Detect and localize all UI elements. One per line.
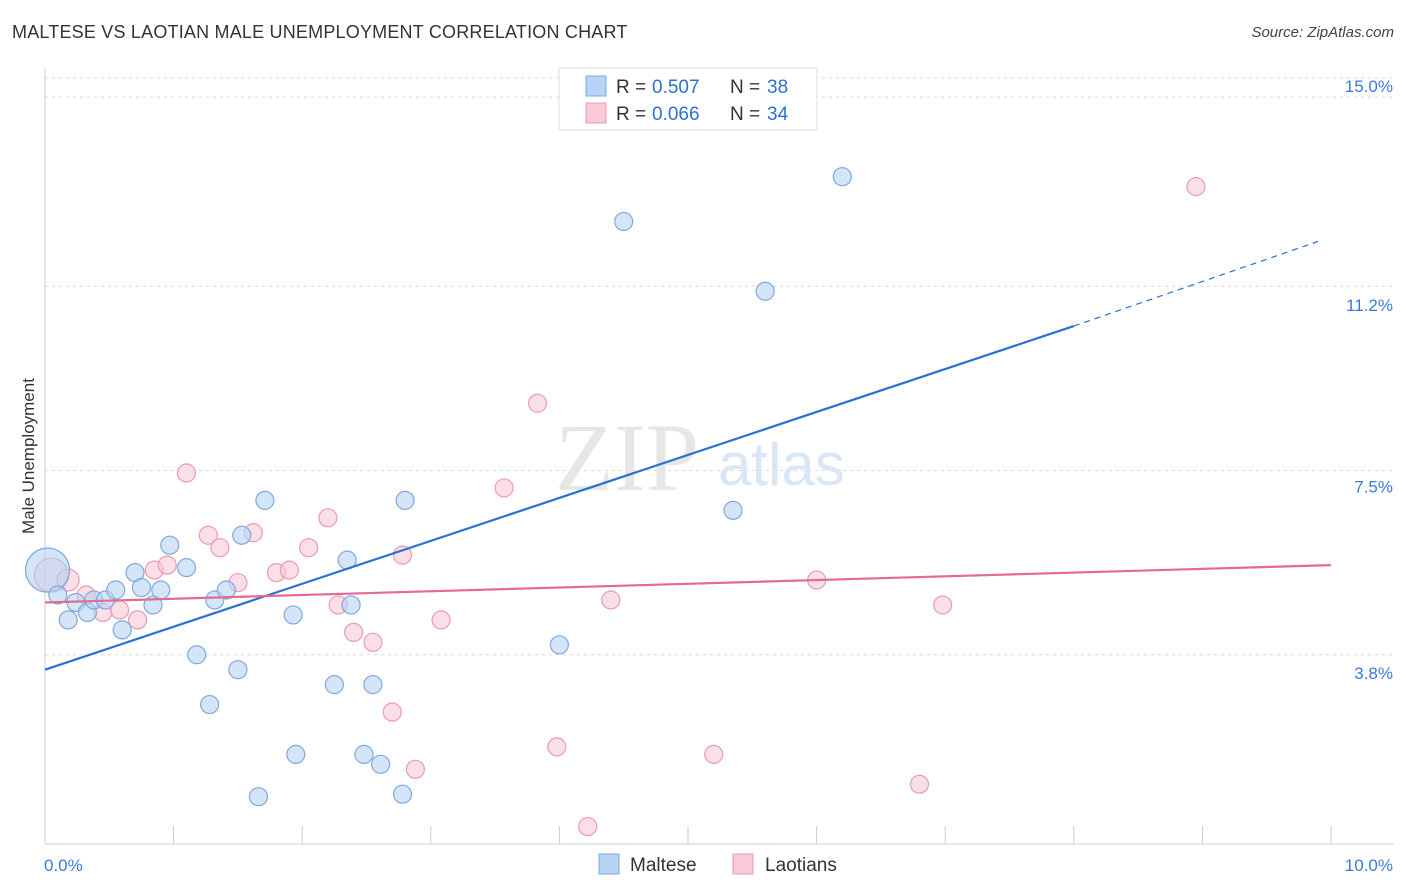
laotian-point — [494, 478, 514, 498]
axes — [44, 68, 1394, 845]
legend-bottom-laotians-label: Laotians — [765, 855, 837, 876]
x-tick-label: 10.0% — [1345, 856, 1393, 875]
maltese-point — [200, 694, 220, 715]
maltese-point — [723, 500, 743, 520]
laotian-point — [198, 525, 218, 545]
maltese-points — [24, 167, 852, 807]
x-tick-label: 0.0% — [44, 856, 83, 875]
watermark: ZIP atlas — [555, 404, 845, 511]
laotian-point — [127, 610, 148, 630]
y-tick-label: 7.5% — [1354, 478, 1393, 497]
legend-laotians-n-label: N = — [730, 104, 760, 125]
maltese-point — [549, 635, 570, 655]
maltese-point — [324, 675, 344, 695]
laotian-point — [527, 393, 548, 413]
legend-laotians-n-value: 34 — [767, 104, 789, 125]
laotian-point — [363, 632, 383, 652]
laotian-point — [578, 816, 598, 837]
trendlines — [44, 240, 1332, 671]
y-axis-label: Male Unemployment — [19, 378, 38, 534]
maltese-point — [228, 660, 248, 680]
laotian-point — [547, 737, 567, 757]
maltese-point — [363, 675, 383, 695]
legend-maltese-n-label: N = — [730, 77, 760, 98]
chart-title: MALTESE VS LAOTIAN MALE UNEMPLOYMENT COR… — [12, 22, 628, 42]
maltese-point — [255, 490, 275, 510]
laotian-point — [909, 774, 930, 794]
maltese-point — [354, 744, 374, 764]
watermark-zip: ZIP — [555, 404, 699, 511]
maltese-point — [187, 645, 207, 665]
maltese-point — [151, 580, 171, 600]
maltese-point — [106, 580, 126, 600]
maltese-point — [24, 547, 71, 593]
laotian-point — [176, 463, 197, 483]
laotian-point — [704, 744, 724, 764]
y-tick-label: 3.8% — [1354, 664, 1393, 683]
source-label: Source: ZipAtlas.com — [1251, 24, 1394, 41]
legend-laotians-r-value: 0.066 — [652, 104, 700, 125]
maltese-point — [832, 167, 852, 187]
laotian-point — [210, 538, 230, 558]
maltese-point — [176, 558, 197, 578]
laotian-trendline — [44, 564, 1332, 604]
maltese-point — [371, 754, 391, 774]
laotian-point — [431, 610, 451, 630]
maltese-point — [248, 787, 269, 807]
x-ticks: 0.0% 10.0% — [44, 826, 1393, 875]
maltese-point — [160, 535, 180, 555]
legend-maltese-swatch — [585, 75, 607, 97]
laotian-point — [299, 538, 319, 558]
laotian-point — [344, 622, 364, 642]
laotian-point — [157, 555, 177, 575]
maltese-point — [131, 577, 152, 598]
maltese-point — [392, 784, 413, 804]
y-tick-label: 11.2% — [1346, 296, 1393, 315]
laotian-point — [405, 759, 425, 779]
watermark-atlas: atlas — [718, 431, 845, 498]
legend-bottom-maltese-swatch — [598, 853, 620, 875]
maltese-point — [232, 525, 252, 545]
laotian-point — [279, 560, 299, 580]
maltese-point — [341, 595, 361, 615]
maltese-point — [286, 744, 306, 764]
legend-bottom-maltese-label: Maltese — [630, 855, 697, 876]
maltese-trendline-extension — [1073, 240, 1319, 327]
maltese-point — [755, 281, 775, 301]
laotian-point — [382, 702, 402, 722]
legend-maltese-n-value: 38 — [767, 77, 788, 98]
maltese-point — [112, 620, 132, 640]
maltese-point — [614, 211, 634, 232]
legend-maltese-r-value: 0.507 — [652, 77, 700, 98]
maltese-trendline — [44, 325, 1075, 671]
legend-maltese-r-label: R = — [616, 77, 646, 98]
maltese-point — [395, 490, 415, 510]
laotian-point — [1186, 177, 1206, 197]
legend-bottom-laotians-swatch — [732, 853, 754, 875]
y-tick-labels: 3.8% 7.5% 11.2% 15.0% — [1345, 77, 1393, 683]
maltese-point — [216, 580, 236, 600]
legend-top: R = 0.507 N = 38 R = 0.066 N = 34 — [558, 67, 818, 131]
laotian-point — [601, 590, 621, 610]
maltese-point — [58, 610, 78, 630]
legend-laotians-r-label: R = — [616, 104, 646, 125]
maltese-point — [48, 585, 68, 605]
laotian-point — [318, 508, 338, 528]
maltese-point — [283, 605, 303, 625]
legend-laotians-swatch — [585, 102, 607, 124]
laotian-point — [933, 595, 953, 615]
y-tick-label: 15.0% — [1345, 77, 1393, 96]
legend-bottom: Maltese Laotians — [598, 853, 837, 876]
